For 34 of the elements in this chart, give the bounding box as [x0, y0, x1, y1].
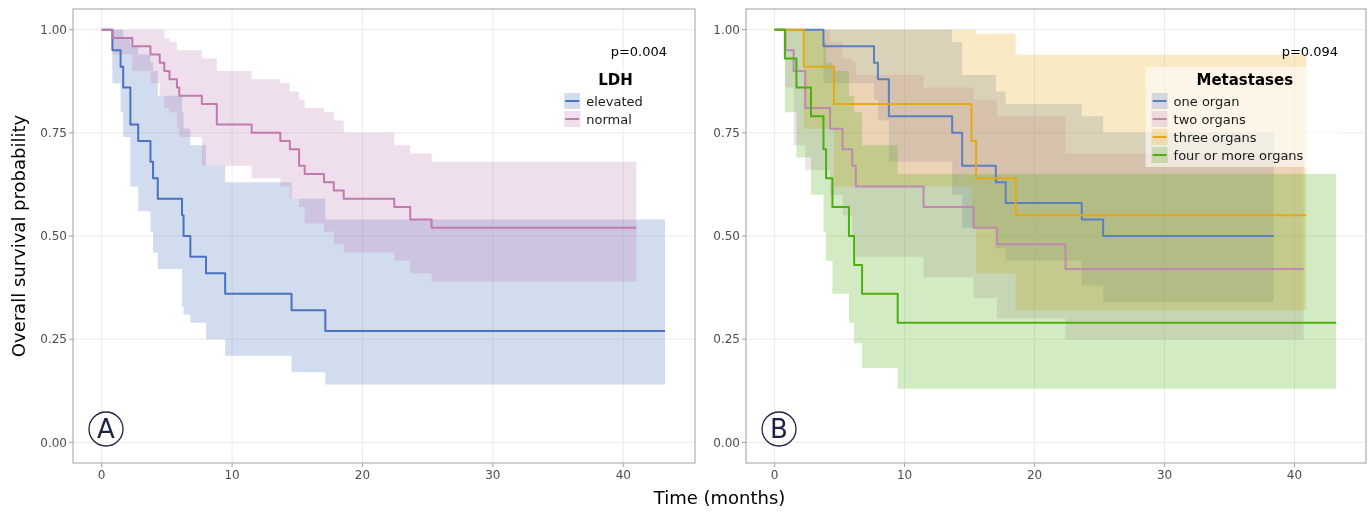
- y-tick-label: 0.00: [713, 435, 740, 450]
- legend-label: two organs: [1173, 111, 1246, 127]
- y-tick-label: 0.25: [40, 332, 67, 347]
- y-tick-label: 0.50: [713, 229, 740, 244]
- y-tick-label: 0.00: [40, 435, 67, 450]
- x-axis-title: Time (months): [652, 487, 786, 508]
- y-axis-title: Overall survival probability: [8, 114, 29, 358]
- x-tick-label: 0: [97, 468, 106, 482]
- y-tick-label: 0.75: [40, 126, 67, 141]
- x-tick-label: 30: [1156, 468, 1173, 482]
- x-tick-label: 20: [354, 468, 371, 482]
- legend-title: LDH: [598, 71, 633, 89]
- y-tick-label: 0.50: [40, 229, 67, 244]
- x-tick-label: 20: [1026, 468, 1043, 482]
- legend-title: Metastases: [1196, 71, 1294, 89]
- legend-label: elevated: [586, 93, 643, 109]
- y-tick-label: 1.00: [713, 22, 740, 37]
- x-tick-label: 10: [224, 468, 240, 482]
- y-tick-label: 0.25: [713, 332, 740, 347]
- legend-label: four or more organs: [1173, 147, 1304, 163]
- x-tick-label: 10: [896, 468, 913, 482]
- x-tick-label: 30: [485, 468, 501, 482]
- annotation: B: [770, 414, 788, 445]
- x-tick-label: 40: [1286, 468, 1303, 482]
- annotation: p=0.094: [1281, 44, 1338, 59]
- annotation: A: [97, 414, 116, 445]
- legend-label: normal: [586, 111, 632, 127]
- x-tick-label: 40: [615, 468, 631, 482]
- x-tick-label: 0: [770, 468, 779, 482]
- legend-label: three organs: [1173, 129, 1257, 145]
- annotation: p=0.004: [610, 44, 667, 59]
- y-tick-label: 0.75: [713, 126, 740, 141]
- legend-label: one organ: [1173, 93, 1240, 109]
- y-tick-label: 1.00: [40, 22, 67, 37]
